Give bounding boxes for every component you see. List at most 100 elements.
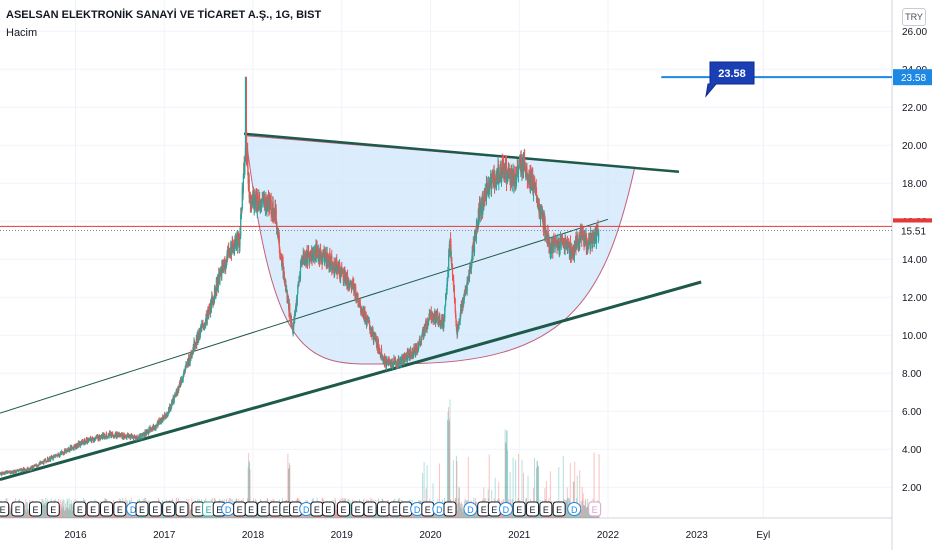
candle-body — [235, 245, 238, 250]
candle-body — [248, 179, 250, 198]
candle-body — [422, 329, 424, 334]
volume-bar — [461, 504, 463, 518]
candle-body — [101, 434, 103, 437]
candle-body — [262, 194, 264, 198]
candle-body — [475, 226, 477, 239]
candle-body — [433, 316, 435, 320]
candle-body — [532, 174, 534, 187]
volume-bar — [247, 467, 249, 518]
candle-body — [483, 195, 485, 210]
candle-body — [149, 427, 152, 429]
candle-body — [405, 356, 407, 360]
candle-body — [44, 459, 47, 461]
candle-body — [431, 319, 433, 321]
earnings-marker-label: E — [152, 505, 158, 515]
volume-bars — [0, 399, 600, 519]
candle-body — [31, 468, 33, 470]
volume-bar — [586, 507, 588, 518]
volume-bar — [86, 503, 87, 518]
earnings-marker — [321, 501, 335, 517]
candle-body — [325, 251, 327, 257]
volume-bar — [59, 510, 61, 518]
volume-bar — [71, 504, 73, 518]
candle-body — [379, 352, 381, 355]
volume-bar — [189, 510, 191, 518]
candle-body — [231, 242, 233, 255]
volume-bar — [190, 504, 192, 518]
volume-bar — [458, 488, 460, 518]
candle-body — [119, 434, 121, 436]
volume-bar — [476, 510, 478, 518]
candle-body — [556, 240, 558, 246]
volume-bar — [459, 502, 461, 518]
currency-button[interactable]: TRY — [902, 8, 926, 26]
volume-bar — [462, 511, 464, 518]
volume-bar — [69, 507, 71, 518]
target-callout-box — [705, 61, 755, 98]
earnings-marker-label: E — [425, 505, 431, 515]
earnings-marker-label: E — [139, 505, 145, 515]
earnings-marker-label: E — [380, 505, 386, 515]
candle-body — [320, 256, 322, 261]
candle-body — [2, 473, 4, 475]
candle-body — [240, 214, 242, 237]
candle-body — [89, 437, 91, 441]
candle-body — [140, 434, 142, 439]
volume-bar — [537, 461, 538, 518]
candle-body — [364, 309, 366, 321]
earnings-marker-label: E — [272, 505, 278, 515]
time-tick-label: 2018 — [242, 530, 265, 541]
candle-body — [252, 193, 254, 201]
candle-body — [443, 318, 445, 325]
candle-body — [27, 467, 29, 471]
candle-body — [147, 432, 150, 434]
candle-body — [360, 307, 362, 312]
earnings-marker-label: E — [50, 505, 56, 515]
volume-bar — [583, 505, 585, 518]
candle-body — [330, 262, 332, 263]
candle-body — [444, 306, 446, 318]
volume-bar — [447, 412, 449, 518]
volume-bar — [67, 500, 69, 518]
candle-body — [451, 264, 454, 276]
volume-bar — [449, 418, 450, 518]
earnings-marker — [148, 501, 162, 517]
candle-body — [226, 256, 228, 265]
candle-body — [355, 287, 357, 299]
candle-body — [485, 188, 487, 198]
volume-bar — [67, 508, 69, 518]
candle-body — [1, 472, 3, 474]
candle-body — [142, 433, 144, 437]
volume-bar — [24, 503, 26, 518]
volume-bar — [545, 481, 547, 518]
volume-bar — [45, 502, 47, 518]
candle-body — [116, 432, 118, 438]
candle-body — [155, 424, 157, 428]
volume-bar — [525, 498, 527, 518]
candle-body — [0, 472, 2, 476]
candle-body — [490, 180, 493, 190]
earnings-marker — [29, 501, 43, 517]
candle-body — [234, 239, 236, 247]
volume-bar — [587, 498, 589, 518]
volume-bar — [287, 468, 289, 518]
volume-bar — [572, 481, 574, 518]
volume-legend[interactable]: Hacim — [6, 27, 38, 39]
candle-body — [153, 425, 155, 428]
earnings-marker — [336, 501, 350, 517]
symbol-title[interactable]: ASELSAN ELEKTRONİK SANAYİ VE TİCARET A.Ş… — [6, 9, 322, 21]
candle-body — [52, 456, 54, 460]
volume-bar — [72, 510, 74, 518]
volume-bar — [598, 454, 600, 518]
candle-body — [315, 248, 317, 257]
candle-body — [412, 353, 415, 356]
volume-bar — [433, 511, 435, 518]
price-tick-label: 20.00 — [902, 141, 927, 152]
candle-body — [191, 355, 193, 357]
volume-bar — [558, 467, 560, 518]
time-tick-label: 2017 — [153, 530, 176, 541]
target-price-tag-bg — [893, 69, 932, 86]
candle-body — [412, 351, 414, 357]
candle-body — [33, 465, 35, 468]
